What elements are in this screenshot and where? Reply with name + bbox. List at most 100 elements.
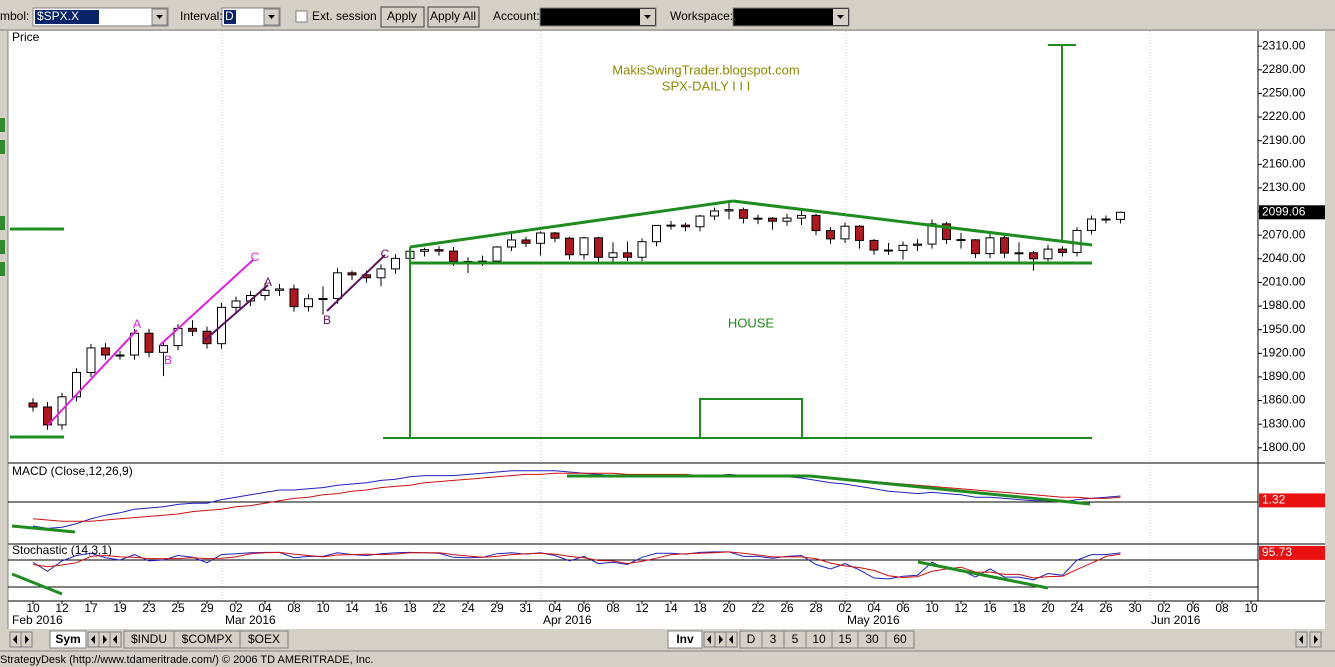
candle-body [724, 209, 734, 212]
last-value-label: 2099.06 [1262, 204, 1306, 218]
tab[interactable] [239, 630, 289, 649]
panel-title: Stochastic (14,3,1) [12, 543, 112, 557]
x-tick-label: 24 [461, 601, 475, 615]
apply-all-button[interactable] [427, 6, 480, 28]
x-tick-label: 08 [287, 601, 301, 615]
candle-body [826, 230, 835, 240]
candle-body [855, 225, 864, 241]
apply-button[interactable] [380, 6, 425, 28]
tab-label: 30 [865, 632, 879, 646]
tab-label: $INDU [131, 632, 167, 646]
candle-body [347, 272, 357, 276]
y-tick-label: 2280.00 [1262, 62, 1306, 76]
last-value-label: 95.73 [1262, 545, 1292, 559]
x-tick-label: 17 [84, 601, 98, 615]
x-tick-label: 02 [1157, 601, 1171, 615]
candle-body [971, 239, 980, 255]
tab-label: 3 [770, 632, 777, 646]
x-tick-label: 26 [780, 601, 794, 615]
interval-value: D [225, 9, 234, 23]
x-tick-label: 16 [374, 601, 388, 615]
tool-button[interactable] [0, 216, 5, 230]
x-tick-label: 16 [983, 601, 997, 615]
checkbox[interactable] [295, 10, 308, 23]
tab[interactable] [49, 630, 87, 649]
x-tick-label: 22 [432, 601, 446, 615]
tool-button[interactable] [0, 140, 5, 154]
x-tick-label: 10 [1244, 601, 1258, 615]
annotation: C [251, 250, 260, 264]
arrow [156, 15, 163, 19]
candle-body [1000, 237, 1009, 254]
candle-body [1116, 211, 1125, 220]
candle-body [275, 288, 284, 291]
x-tick-label: 12 [954, 601, 968, 615]
status-bar [0, 651, 1335, 667]
tabs: Sym $INDU $COMPX $OEX Inv D 3 5 10 15 30 60 [9, 630, 1322, 649]
candle-body [811, 214, 821, 232]
arrow [1314, 635, 1318, 644]
x-tick-label: 18 [693, 601, 707, 615]
candle-body [188, 327, 197, 332]
month-label: Jun 2016 [1151, 613, 1201, 627]
candle-body [768, 217, 777, 222]
candle-body [231, 300, 241, 308]
x-tick-label: 04 [867, 601, 881, 615]
candle-body [869, 239, 879, 251]
x-tick-label: 10 [316, 601, 330, 615]
annotation: B [164, 353, 172, 367]
month-label: Mar 2016 [225, 613, 276, 627]
candle-body [913, 243, 922, 246]
x-tick-label: 25 [171, 601, 185, 615]
x-tick-label: 24 [1070, 601, 1084, 615]
y-tick-label: 1980.00 [1262, 298, 1306, 312]
candle-body [449, 250, 458, 262]
tool-button[interactable] [0, 262, 5, 276]
candle-body [1014, 252, 1024, 255]
wave-line [159, 259, 254, 346]
apply-all-label: Apply All [430, 9, 476, 23]
x-tick-label: 12 [55, 601, 69, 615]
left-toolbar [0, 31, 8, 629]
month-label: Apr 2016 [543, 613, 592, 627]
tab[interactable] [885, 630, 915, 649]
trend-line [809, 474, 1091, 506]
tab-label: 10 [812, 632, 826, 646]
candle-body [898, 244, 908, 251]
x-tick-label: 19 [113, 601, 127, 615]
last-value-box [1259, 205, 1325, 220]
account-label: Account: [493, 9, 540, 23]
selection [224, 10, 236, 24]
annotation: MakisSwingTrader.blogspot.com [612, 62, 799, 77]
tool-button[interactable] [0, 118, 5, 132]
x-tick-label: 28 [809, 601, 823, 615]
candle-body [521, 239, 531, 244]
candle-body [536, 232, 545, 244]
workspace-select[interactable] [732, 7, 850, 27]
x-tick-label: 12 [635, 601, 649, 615]
tool-button[interactable] [0, 240, 5, 254]
x-tick-label: 29 [200, 601, 214, 615]
candle-body [1101, 218, 1111, 221]
annotation: HOUSE [728, 315, 775, 330]
y-tick-label: 1860.00 [1262, 393, 1306, 407]
arrow [91, 635, 95, 644]
y-tick-label: 1800.00 [1262, 440, 1306, 454]
x-tick-label: 10 [925, 601, 939, 615]
account-select[interactable] [539, 7, 657, 27]
status-text: StrategyDesk (http://www.tdameritrade.co… [0, 654, 373, 666]
y-tick-label: 2130.00 [1262, 180, 1306, 194]
x-tick-label: 20 [722, 601, 736, 615]
candle-body [666, 224, 676, 227]
plot: 2310.00 2280.00 2250.00 2220.00 2190.00 2160.… [7, 30, 1325, 629]
trend-line [732, 199, 1093, 247]
y-tick-label: 2310.00 [1262, 38, 1306, 52]
x-tick-label: 20 [1041, 601, 1055, 615]
x-tick-label: 22 [751, 601, 765, 615]
candle-body [28, 402, 38, 408]
candle-body [101, 347, 110, 356]
last-value-box [1259, 545, 1325, 560]
tab-label: 5 [792, 632, 799, 646]
tab[interactable] [667, 630, 703, 649]
